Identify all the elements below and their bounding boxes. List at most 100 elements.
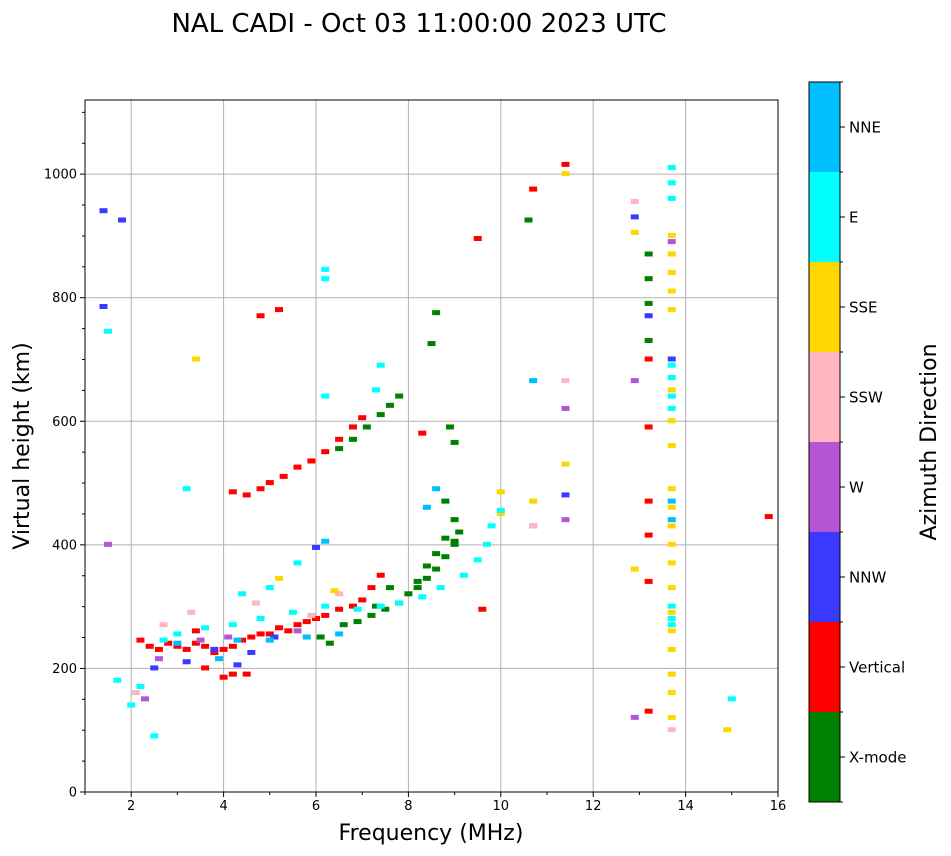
echo-point-sse [667, 690, 676, 696]
chart-title: NAL CADI - Oct 03 11:00:00 2023 UTC [171, 9, 666, 39]
echo-point-vertical [358, 597, 367, 603]
echo-point-e [293, 560, 302, 566]
echo-point-e [395, 600, 404, 606]
colorbar-tick-label: NNE [849, 119, 881, 137]
echo-point-e [667, 405, 676, 411]
echo-point-nnw [270, 634, 279, 640]
echo-point-vertical [191, 640, 200, 646]
echo-point-vertical [358, 415, 367, 421]
echo-point-x-mode [450, 439, 459, 445]
x-tick-label: 12 [585, 799, 602, 814]
echo-point-vertical [201, 665, 210, 671]
echo-point-vertical [367, 585, 376, 591]
echo-point-e [376, 362, 385, 368]
colorbar-frame [808, 81, 841, 803]
echo-point-nne [432, 486, 441, 492]
echo-point-e [667, 393, 676, 399]
echo-point-sse [561, 461, 570, 467]
echo-point-vertical [335, 436, 344, 442]
echo-point-nne [302, 634, 311, 640]
echo-point-e [376, 603, 385, 609]
y-tick-label: 400 [52, 538, 77, 553]
echo-point-x-mode [381, 606, 390, 612]
echo-point-x-mode [441, 498, 450, 504]
echo-point-nnw [182, 659, 191, 665]
echo-point-vertical [644, 498, 653, 504]
echo-point-vertical [284, 628, 293, 634]
x-tick-label: 4 [219, 799, 227, 814]
echo-point-x-mode [413, 578, 422, 584]
echo-point-vertical [293, 464, 302, 470]
echo-point-e [473, 557, 482, 563]
echo-point-x-mode [450, 517, 459, 523]
echo-point-sse [667, 270, 676, 275]
data-points [99, 161, 773, 739]
echo-point-nnw [99, 208, 108, 214]
echo-point-e [727, 696, 736, 702]
echo-point-vertical [228, 671, 237, 677]
echo-point-x-mode [432, 566, 441, 572]
echo-point-nnw [233, 662, 242, 668]
x-tick-label: 16 [770, 799, 787, 814]
echo-point-vertical [644, 424, 653, 430]
echo-point-sse [496, 489, 505, 495]
echo-point-vertical [228, 489, 237, 495]
echo-point-x-mode [385, 402, 394, 408]
echo-point-x-mode [644, 276, 653, 282]
y-tick-label: 1000 [44, 168, 77, 183]
echo-point-vertical [154, 646, 163, 652]
echo-point-sse [667, 609, 676, 615]
echo-point-ssw [630, 198, 639, 204]
echo-point-vertical [348, 603, 357, 609]
echo-point-x-mode [348, 436, 357, 442]
plot-frame [84, 99, 779, 793]
echo-point-x-mode [644, 300, 653, 306]
echo-point-w [224, 634, 233, 640]
y-tick-label: 800 [52, 291, 77, 306]
echo-point-vertical [279, 473, 288, 479]
colorbar-tick-label: X-mode [849, 749, 906, 767]
echo-point-x-mode [432, 310, 441, 316]
echo-point-x-mode [455, 529, 464, 535]
echo-point-nnw [644, 313, 653, 319]
echo-point-nne [335, 631, 344, 637]
echo-point-nne [667, 517, 676, 523]
echo-point-ssw [251, 600, 260, 606]
echo-point-nnw [210, 646, 219, 652]
echo-point-x-mode [339, 622, 348, 628]
echo-point-e [127, 702, 136, 708]
echo-point-sse [667, 646, 676, 652]
echo-point-x-mode [395, 393, 404, 399]
echo-point-vertical [561, 161, 570, 167]
echo-point-nnw [312, 544, 320, 550]
echo-point-w [630, 378, 639, 384]
echo-point-vertical [644, 708, 653, 714]
echo-point-e [667, 616, 676, 621]
echo-point-ssw [187, 609, 196, 615]
echo-point-ssw [307, 612, 316, 618]
echo-point-w [561, 405, 570, 411]
echo-point-e [482, 541, 491, 547]
echo-point-vertical [238, 637, 247, 643]
echo-point-vertical [247, 634, 256, 640]
echo-point-sse [667, 232, 676, 238]
echo-point-x-mode [450, 541, 459, 547]
echo-point-vertical [478, 606, 487, 612]
echo-point-e [321, 276, 330, 282]
echo-point-e [136, 683, 145, 689]
echo-point-nne [233, 637, 242, 643]
echo-point-e [353, 606, 362, 612]
echo-point-vertical [312, 616, 320, 621]
echo-point-vertical [529, 186, 538, 192]
y-tick-label: 200 [52, 662, 77, 677]
echo-point-nnw [247, 649, 256, 655]
echo-point-sse [630, 566, 639, 572]
echo-point-e [667, 180, 676, 186]
echo-point-vertical [228, 643, 237, 649]
colorbar: X-mode Vertical NNW W SSW SSE E NNE [808, 81, 906, 803]
colorbar-tick-label: SSE [849, 299, 878, 317]
echo-point-vertical [275, 307, 284, 313]
echo-point-e [228, 622, 237, 628]
echo-point-x-mode [422, 563, 431, 569]
echo-point-e [150, 733, 159, 739]
